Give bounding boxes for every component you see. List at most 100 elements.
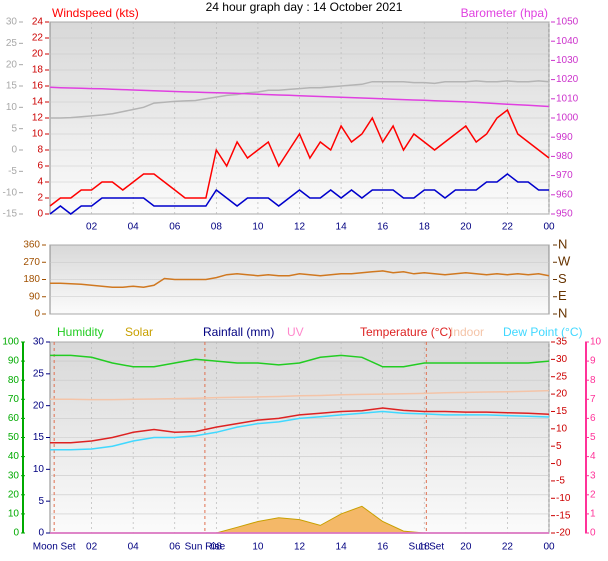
series-line: [50, 407, 550, 444]
y-tick-label: 0: [590, 528, 596, 539]
y-tick-label: 30: [6, 17, 18, 28]
x-tick-label: 16: [377, 222, 389, 233]
y-tick-label: 0: [34, 309, 40, 320]
y-tick-label: 35: [556, 337, 568, 348]
legend-label: Solar: [125, 325, 153, 339]
y-tick-label: 0: [37, 209, 43, 220]
x-tick-label: 06: [169, 542, 181, 553]
y-tick-label: 25: [33, 368, 45, 379]
y-tick-label: 5: [38, 496, 44, 507]
y-tick-label: 0: [11, 145, 17, 156]
y-tick-label: 22: [32, 33, 44, 44]
y-tick-label: 270: [23, 257, 40, 268]
marker-label: Sun Set: [409, 542, 445, 553]
legend-label: Indoor: [450, 325, 484, 339]
x-tick-label: 18: [419, 542, 431, 553]
y-tick-label: -5: [8, 166, 17, 177]
y-tick-label: 25: [556, 371, 568, 382]
y-tick-label: 9: [590, 356, 596, 367]
y-tick-label: E: [558, 288, 567, 303]
series-line: [49, 108, 550, 207]
x-tick-label: 20: [460, 222, 472, 233]
y-tick-label: N: [558, 305, 567, 320]
y-tick-label: 30: [8, 470, 20, 481]
y-tick-label: 3: [590, 470, 596, 481]
series-line: [50, 410, 550, 451]
y-tick-label: -20: [556, 528, 571, 539]
y-tick-label: 2: [590, 489, 596, 500]
x-tick-label: 10: [252, 222, 264, 233]
y-tick-label: 70: [8, 394, 20, 405]
y-tick-label: 100: [2, 337, 19, 348]
x-tick-label: 08: [211, 222, 223, 233]
x-tick-label: 02: [86, 222, 98, 233]
y-tick-label: 25: [6, 38, 18, 49]
y-tick-label: 1000: [556, 113, 579, 124]
series-line: [49, 173, 549, 215]
series-line: [50, 80, 550, 119]
y-tick-label: 4: [37, 177, 43, 188]
x-tick-label: 00: [543, 542, 555, 553]
series-line: [50, 354, 550, 368]
y-tick-label: 1040: [556, 36, 579, 47]
x-tick-label: 12: [294, 222, 306, 233]
y-tick-label: 970: [556, 170, 573, 181]
y-tick-label: 14: [32, 97, 44, 108]
y-tick-label: 1050: [556, 17, 579, 28]
y-tick-label: 1010: [556, 93, 579, 104]
y-tick-label: 20: [6, 59, 18, 70]
x-tick-label: 12: [294, 542, 306, 553]
y-tick-label: 10: [33, 464, 45, 475]
y-tick-label: 15: [6, 81, 18, 92]
y-tick-label: 960: [556, 189, 573, 200]
marker-label: Moon Set: [33, 542, 76, 553]
y-tick-label: 7: [590, 394, 596, 405]
legend-label: Humidity: [57, 325, 104, 339]
y-tick-label: 10: [6, 102, 18, 113]
x-tick-label: 16: [377, 542, 389, 553]
y-tick-label: 0: [13, 528, 19, 539]
y-tick-label: 60: [8, 413, 20, 424]
y-tick-label: 1: [590, 509, 596, 520]
legend-label: Rainfall (mm): [203, 325, 274, 339]
x-tick-label: 06: [169, 222, 181, 233]
series-line: [50, 270, 550, 288]
y-tick-label: -15: [556, 510, 571, 521]
y-tick-label: 24: [32, 17, 44, 28]
x-tick-label: 22: [502, 222, 514, 233]
title: 24 hour graph day : 14 October 2021: [206, 0, 403, 14]
y-tick-label: 30: [556, 354, 568, 365]
series-line: [50, 389, 550, 401]
x-tick-label: 20: [460, 542, 472, 553]
y-tick-label: 15: [33, 432, 45, 443]
y-tick-label: 980: [556, 151, 573, 162]
y-tick-label: -5: [556, 476, 565, 487]
legend-label: Windspeed (kts): [52, 6, 139, 20]
y-tick-label: 20: [32, 49, 44, 60]
y-tick-label: 90: [29, 291, 41, 302]
series-line: [49, 86, 550, 108]
y-tick-label: 10: [8, 509, 20, 520]
y-tick-label: W: [558, 254, 571, 269]
y-tick-label: 10: [590, 337, 602, 348]
y-tick-label: 0: [556, 458, 562, 469]
x-tick-label: 04: [128, 542, 140, 553]
x-tick-label: 14: [336, 542, 348, 553]
y-tick-label: 12: [32, 113, 44, 124]
x-tick-label: 18: [419, 222, 431, 233]
y-tick-label: 40: [8, 451, 20, 462]
y-tick-label: 6: [590, 413, 596, 424]
y-tick-label: 10: [556, 423, 568, 434]
x-tick-label: 14: [336, 222, 348, 233]
y-tick-label: 80: [8, 375, 20, 386]
y-tick-label: 50: [8, 432, 20, 443]
y-tick-label: 8: [590, 375, 596, 386]
x-tick-label: 22: [502, 542, 514, 553]
y-tick-label: 20: [556, 389, 568, 400]
legend-label: UV: [287, 325, 304, 339]
y-tick-label: -10: [556, 493, 571, 504]
y-tick-label: -10: [3, 187, 18, 198]
y-tick-label: 1030: [556, 55, 579, 66]
